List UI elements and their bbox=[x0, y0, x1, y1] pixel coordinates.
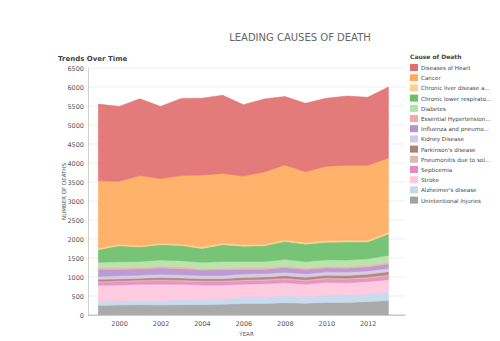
y-tick-label: 2000 bbox=[67, 236, 84, 244]
legend-label: Chronic lower respirato... bbox=[421, 96, 492, 103]
legend-swatch bbox=[410, 74, 418, 81]
legend-swatch bbox=[410, 125, 418, 132]
legend-title: Cause of Death bbox=[410, 53, 462, 60]
y-tick-label: 500 bbox=[72, 293, 84, 301]
x-tick-label: 2012 bbox=[360, 320, 377, 328]
grid-line bbox=[88, 87, 405, 88]
x-axis: 2000 2002 2004 2006 2008 2010 2012 bbox=[89, 315, 406, 328]
legend-label: Essential Hypertension... bbox=[421, 116, 491, 123]
legend-swatch bbox=[410, 146, 418, 153]
x-axis-domain bbox=[89, 315, 406, 316]
legend-swatch bbox=[410, 197, 418, 204]
y-tick: 3000 bbox=[67, 198, 88, 206]
grid bbox=[88, 68, 405, 315]
x-axis-line bbox=[88, 315, 405, 316]
y-tick-label: 4500 bbox=[67, 141, 84, 149]
x-tick: 2004 bbox=[194, 315, 211, 328]
legend-label: Diseases of Heart bbox=[421, 65, 471, 71]
y-tick-label: 6000 bbox=[67, 84, 84, 92]
y-tick: 5000 bbox=[67, 122, 88, 130]
y-axis: 0 500 1000 1500 2000 2500 3000 3500 4000 4500 5000… bbox=[67, 65, 88, 320]
legend-label: Parkinson's disease bbox=[421, 147, 476, 153]
plot-area bbox=[98, 87, 388, 315]
y-tick: 1000 bbox=[67, 274, 88, 282]
x-tick: 2010 bbox=[318, 315, 335, 328]
y-tick-label: 0 bbox=[80, 312, 84, 320]
y-tick-label: 3500 bbox=[67, 179, 84, 187]
legend-label: Stroke bbox=[421, 177, 439, 183]
x-tick-label: 2006 bbox=[236, 320, 253, 328]
y-tick: 1500 bbox=[67, 255, 88, 263]
legend-swatch bbox=[410, 156, 418, 163]
x-tick-label: 2002 bbox=[153, 320, 170, 328]
y-tick-label: 2500 bbox=[67, 217, 84, 225]
legend-swatch bbox=[410, 105, 418, 112]
legend-swatch bbox=[410, 186, 418, 193]
y-tick: 5500 bbox=[67, 103, 88, 111]
y-tick: 0 bbox=[80, 312, 88, 320]
x-tick-label: 2010 bbox=[318, 320, 335, 328]
grid-line bbox=[88, 315, 405, 316]
legend-swatch bbox=[410, 84, 418, 91]
y-axis-title: NUMBER OF DEATHS bbox=[61, 163, 67, 220]
legend-swatch bbox=[410, 115, 418, 122]
y-tick-label: 6500 bbox=[67, 65, 84, 73]
chart: LEADING CAUSES OF DEATH Trends Over Time 0… bbox=[0, 0, 500, 341]
x-tick-label: 2000 bbox=[111, 320, 128, 328]
x-tick: 2000 bbox=[111, 315, 128, 328]
legend-label: Alzheimer's disease bbox=[421, 187, 477, 193]
y-tick-label: 5500 bbox=[67, 103, 84, 111]
legend: Cause of Death Diseases of Heart Cancer Chr… bbox=[410, 53, 492, 205]
legend-label: Diabetes bbox=[421, 106, 446, 112]
y-tick: 6000 bbox=[67, 84, 88, 92]
y-tick: 500 bbox=[72, 293, 88, 301]
area bbox=[98, 87, 388, 181]
legend-label: Kidney Disease bbox=[421, 136, 464, 143]
subtitle: Trends Over Time bbox=[58, 55, 127, 63]
y-tick-label: 1500 bbox=[67, 255, 84, 263]
x-axis-title: YEAR bbox=[238, 331, 254, 337]
x-tick-label: 2008 bbox=[277, 320, 294, 328]
legend-label: Chronic liver disease a... bbox=[421, 85, 490, 91]
title: LEADING CAUSES OF DEATH bbox=[229, 32, 371, 43]
y-tick: 4000 bbox=[67, 160, 88, 168]
legend-label: Septicemia bbox=[421, 167, 452, 174]
legend-swatch bbox=[410, 135, 418, 142]
grid-line bbox=[88, 68, 405, 69]
y-tick: 4500 bbox=[67, 141, 88, 149]
legend-swatch bbox=[410, 95, 418, 102]
x-tick-label: 2004 bbox=[194, 320, 211, 328]
legend-swatch bbox=[410, 166, 418, 173]
x-tick: 2002 bbox=[153, 315, 170, 328]
legend-label: Unintentional Injuries bbox=[421, 198, 481, 205]
y-tick: 3500 bbox=[67, 179, 88, 187]
y-tick-label: 5000 bbox=[67, 122, 84, 130]
x-tick: 2006 bbox=[236, 315, 253, 328]
y-tick-label: 4000 bbox=[67, 160, 84, 168]
legend-swatch bbox=[410, 64, 418, 71]
legend-label: Pneumonitis due to sol... bbox=[421, 157, 490, 163]
x-tick: 2008 bbox=[277, 315, 294, 328]
y-tick: 6500 bbox=[67, 65, 88, 73]
y-tick: 2500 bbox=[67, 217, 88, 225]
legend-swatch bbox=[410, 176, 418, 183]
y-tick-label: 3000 bbox=[67, 198, 84, 206]
legend-label: Cancer bbox=[421, 75, 441, 81]
y-axis-line bbox=[88, 69, 89, 316]
y-tick-label: 1000 bbox=[67, 274, 84, 282]
y-tick: 2000 bbox=[67, 236, 88, 244]
legend-label: Influenza and pneumo... bbox=[421, 126, 489, 133]
x-tick: 2012 bbox=[360, 315, 377, 328]
